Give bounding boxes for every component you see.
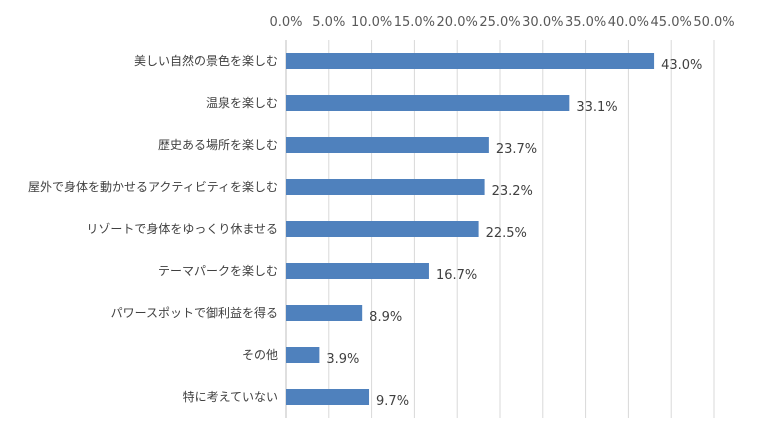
category-label: 温泉を楽しむ (206, 96, 278, 110)
x-tick-label: 15.0% (394, 15, 435, 30)
category-label: 美しい自然の景色を楽しむ (134, 53, 278, 68)
x-axis-ticks: 0.0% 5.0% 10.0% 15.0% 20.0% 25.0% 30.0% 35.0% 40… (269, 15, 734, 30)
bar (286, 221, 479, 237)
bar (286, 389, 370, 405)
category-label: テーマパークを楽しむ (158, 264, 278, 278)
data-label: 43.0% (661, 58, 702, 73)
data-label: 22.5% (486, 226, 527, 241)
x-tick-label: 40.0% (608, 15, 649, 30)
category-label: リゾートで身体をゆっくり休ませる (86, 221, 278, 236)
category-label: パワースポットで御利益を得る (111, 305, 278, 320)
bar (286, 137, 489, 153)
bar (286, 179, 485, 195)
bar (286, 263, 429, 279)
bar (286, 53, 655, 69)
bars (286, 53, 655, 405)
x-tick-label: 25.0% (479, 15, 520, 30)
data-label: 23.7% (496, 142, 537, 157)
x-tick-label: 0.0% (269, 15, 302, 30)
x-tick-label: 50.0% (693, 15, 734, 30)
x-tick-label: 20.0% (437, 15, 478, 30)
bar (286, 347, 320, 363)
data-label: 8.9% (369, 310, 402, 325)
data-label: 16.7% (436, 268, 477, 283)
bar (286, 305, 363, 321)
category-label: 特に考えていない (183, 389, 278, 404)
category-label: 歴史ある場所を楽しむ (158, 138, 278, 152)
data-label: 3.9% (326, 352, 359, 367)
data-label: 33.1% (576, 100, 617, 115)
data-label: 23.2% (492, 184, 533, 199)
bar (286, 95, 570, 111)
data-labels: 43.0% 33.1% 23.7% 23.2% 22.5% 16.7% 8.9% 3.9% 9.… (326, 58, 702, 409)
x-tick-label: 30.0% (522, 15, 563, 30)
category-labels: 美しい自然の景色を楽しむ温泉を楽しむ歴史ある場所を楽しむ屋外で身体を動かせるアク… (28, 53, 278, 404)
x-tick-label: 10.0% (351, 15, 392, 30)
x-tick-label: 35.0% (565, 15, 606, 30)
data-label: 9.7% (376, 394, 409, 409)
category-label: 屋外で身体を動かせるアクティビティを楽しむ (28, 179, 278, 194)
x-tick-label: 5.0% (312, 15, 345, 30)
x-tick-label: 45.0% (651, 15, 692, 30)
category-label: その他 (242, 348, 278, 362)
